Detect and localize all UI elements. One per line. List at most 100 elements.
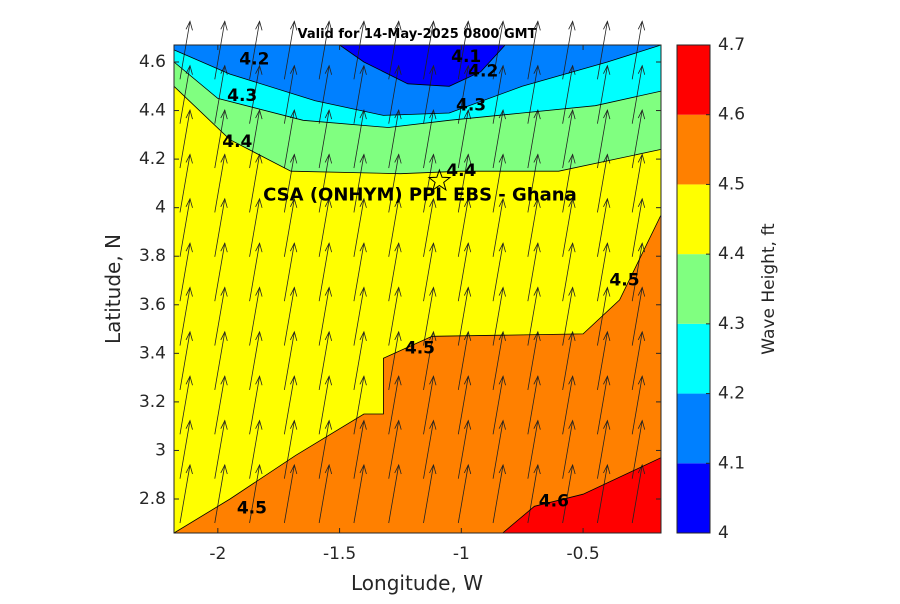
contour-label-4.3: 4.3 bbox=[227, 86, 257, 106]
site-star-marker bbox=[427, 168, 452, 192]
wave-arrow bbox=[353, 419, 367, 479]
wave-arrow bbox=[179, 242, 193, 302]
contour-label-4.2: 4.2 bbox=[239, 50, 269, 70]
wave-arrow bbox=[631, 20, 646, 80]
colorbar-segment bbox=[677, 393, 710, 464]
wave-arrow bbox=[562, 242, 576, 302]
wave-arrow bbox=[597, 286, 611, 346]
contour-lines bbox=[173, 44, 662, 534]
wave-arrow bbox=[562, 286, 576, 346]
x-tick-label: -0.5 bbox=[566, 544, 599, 564]
wave-arrow bbox=[353, 330, 367, 390]
wave-arrow bbox=[249, 419, 263, 479]
colorbar-frame bbox=[676, 44, 711, 534]
colorbar-segment bbox=[677, 45, 710, 115]
wave-arrow bbox=[249, 108, 263, 169]
wave-arrow bbox=[214, 20, 228, 80]
contour-label-4.2: 4.2 bbox=[468, 62, 498, 82]
wave-arrow bbox=[457, 20, 472, 80]
y-tick-label: 2.8 bbox=[139, 489, 166, 509]
contour-label-4.5: 4.5 bbox=[237, 499, 267, 519]
y-tick-label: 3.4 bbox=[139, 343, 166, 363]
wave-arrow bbox=[283, 330, 298, 390]
wave-arrow bbox=[562, 153, 576, 213]
wave-arrow bbox=[562, 463, 576, 524]
wave-arrow bbox=[249, 197, 263, 257]
x-tick-label: -2 bbox=[209, 544, 226, 564]
wave-arrow bbox=[631, 419, 646, 479]
wave-arrow bbox=[318, 108, 333, 169]
fill-band-4.0-core bbox=[339, 45, 506, 87]
y-tick-label: 4.6 bbox=[139, 52, 166, 72]
site-annotation-label: CSA (ONHYM) PPL EBS - Ghana bbox=[263, 185, 577, 206]
wave-arrow bbox=[527, 375, 541, 435]
wave-arrow bbox=[179, 286, 193, 346]
wave-arrow bbox=[318, 463, 333, 524]
colorbar-tick-label: 4.2 bbox=[718, 384, 745, 404]
wave-arrow bbox=[353, 463, 367, 524]
wave-arrow bbox=[353, 197, 367, 257]
wave-arrow bbox=[179, 20, 193, 80]
plot-frame bbox=[173, 44, 662, 534]
wave-arrow bbox=[249, 153, 263, 213]
wave-arrow bbox=[249, 375, 263, 435]
y-tick-label: 4.4 bbox=[139, 101, 166, 121]
contour-line-4.3 bbox=[173, 61, 662, 128]
wave-arrow bbox=[423, 108, 437, 169]
wave-arrow bbox=[214, 375, 228, 435]
wave-arrow bbox=[527, 20, 541, 80]
wave-arrow bbox=[214, 108, 228, 169]
wave-arrow bbox=[631, 197, 646, 257]
wave-arrow bbox=[492, 197, 506, 257]
wave-arrow bbox=[492, 419, 506, 479]
wave-arrow bbox=[179, 463, 193, 524]
x-tick-label: -1.5 bbox=[323, 544, 356, 564]
wave-arrow bbox=[492, 242, 506, 302]
wave-arrow bbox=[388, 242, 402, 302]
wave-arrow bbox=[597, 375, 611, 435]
wave-arrow bbox=[597, 419, 611, 479]
wave-arrow bbox=[179, 153, 193, 213]
wave-arrow bbox=[179, 64, 193, 124]
x-axis-ticks: -2 -1.5 -1 -0.5 bbox=[209, 45, 600, 564]
wave-arrow bbox=[457, 64, 472, 124]
wave-arrow bbox=[562, 419, 576, 479]
wave-arrow bbox=[179, 375, 193, 435]
wave-arrow bbox=[631, 108, 646, 169]
wave-arrow bbox=[214, 197, 228, 257]
wave-arrow bbox=[492, 286, 506, 346]
wave-arrow bbox=[457, 419, 472, 479]
wave-arrow bbox=[631, 153, 646, 213]
wave-arrow bbox=[388, 20, 402, 80]
colorbar-label: Wave Height, ft bbox=[759, 223, 779, 355]
wave-arrow bbox=[527, 64, 541, 124]
wave-arrow bbox=[318, 375, 333, 435]
wave-arrow bbox=[457, 330, 472, 390]
wave-arrow bbox=[631, 64, 646, 124]
wave-arrow bbox=[562, 20, 576, 80]
contour-label-4.5: 4.5 bbox=[405, 338, 435, 358]
wave-arrow bbox=[562, 330, 576, 390]
wave-arrow bbox=[423, 419, 437, 479]
wave-arrow bbox=[283, 108, 298, 169]
y-tick-label: 3.8 bbox=[139, 246, 166, 266]
wave-arrow bbox=[318, 242, 333, 302]
wave-arrow bbox=[388, 286, 402, 346]
y-tick-label: 3.2 bbox=[139, 392, 166, 412]
contour-line-4.6 bbox=[502, 457, 662, 534]
wave-arrow bbox=[388, 153, 402, 213]
wave-direction-arrows bbox=[179, 20, 646, 524]
wave-arrow bbox=[214, 463, 228, 524]
colorbar-tick-label: 4.5 bbox=[718, 174, 745, 194]
wave-arrow bbox=[214, 419, 228, 479]
wave-arrow bbox=[423, 242, 437, 302]
wave-arrow bbox=[353, 242, 367, 302]
wave-arrow bbox=[353, 108, 367, 169]
wave-arrow bbox=[388, 463, 402, 524]
wave-arrow bbox=[249, 330, 263, 390]
y-axis-label: Latitude, N bbox=[101, 234, 125, 344]
wave-arrow bbox=[283, 419, 298, 479]
wave-arrow bbox=[214, 242, 228, 302]
wave-arrow bbox=[353, 286, 367, 346]
